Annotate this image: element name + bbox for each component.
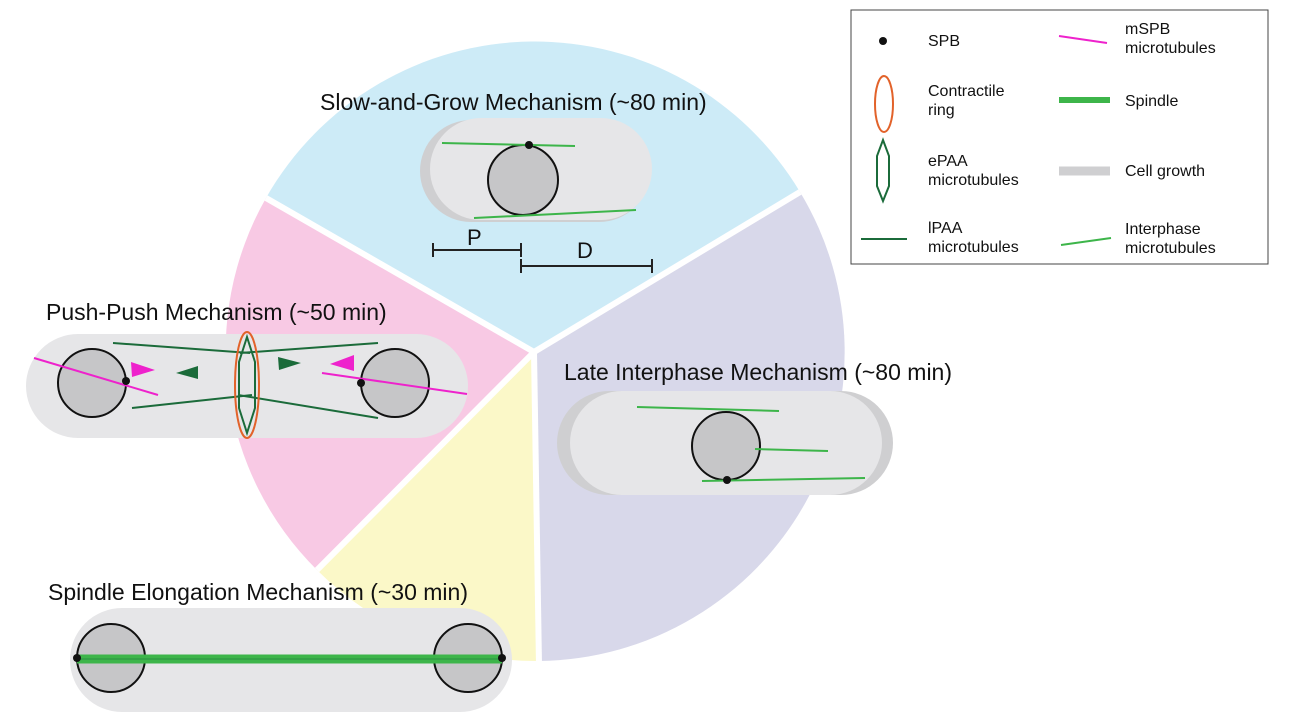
interphase-microtubule [441, 142, 576, 147]
legend-epaa-symbol [876, 137, 890, 204]
epaa-microtubules [238, 333, 256, 437]
legend-interphase-label: Interphase [1125, 221, 1201, 238]
legend-interphase-label-2: microtubules [1125, 240, 1216, 257]
push-push-cell [26, 331, 468, 439]
sector-dividers [264, 189, 802, 666]
cell-body [26, 334, 468, 438]
spindle-elongation-title: Spindle Elongation Mechanism (~30 min) [48, 579, 468, 605]
interphase-microtubule [754, 448, 829, 452]
slow-and-grow-title: Slow-and-Grow Mechanism (~80 min) [320, 89, 707, 115]
push-push-title: Push-Push Mechanism (~50 min) [46, 299, 387, 325]
spb-dot [525, 141, 533, 149]
mspb-microtubule [33, 357, 159, 396]
legend-contractile-ring-symbol [874, 75, 894, 133]
legend-epaa-label: ePAA [928, 153, 968, 170]
late-interphase-title: Late Interphase Mechanism (~80 min) [564, 359, 952, 385]
spb-dot [357, 379, 365, 387]
legend-interphase-symbol [1060, 237, 1112, 246]
mspb-microtubule [321, 372, 468, 395]
pd-scale [432, 243, 653, 273]
interphase-microtubule [473, 209, 637, 219]
slow-and-grow-cell [420, 118, 652, 222]
late-interphase-cell [557, 391, 893, 495]
legend-mspb-label: mSPB [1125, 21, 1170, 38]
push-arrow-green [278, 357, 301, 370]
legend-lpaa-label: lPAA [928, 220, 963, 237]
interphase-microtubule [636, 406, 780, 412]
legend-mspb-symbol [1058, 35, 1108, 44]
legend-cell-growth-label: Cell growth [1125, 163, 1205, 180]
nucleus [487, 144, 559, 216]
legend-contractile-ring-label-2: ring [928, 102, 955, 119]
lpaa-microtubules [112, 342, 379, 419]
legend-spindle-label: Spindle [1125, 93, 1178, 110]
nucleus [691, 411, 761, 481]
spindle-elongation-cell [70, 608, 512, 712]
spb-dot [122, 377, 130, 385]
legend-mspb-label-2: microtubules [1125, 40, 1216, 57]
legend-spb-symbol [879, 37, 887, 45]
push-arrow-green [176, 366, 198, 379]
legend-contractile-ring-label: Contractile [928, 83, 1005, 100]
spb-dot [73, 654, 81, 662]
spb-dot [498, 654, 506, 662]
p-label: P [467, 225, 482, 250]
contractile-ring [234, 331, 260, 439]
legend-epaa-label-2: microtubules [928, 172, 1019, 189]
push-arrow-magenta [131, 362, 155, 377]
push-arrow-magenta [330, 355, 354, 371]
legend-spb-label: SPB [928, 33, 960, 50]
legend: SPB Contractile ring ePAA microtubules l… [850, 9, 1269, 265]
spb-dot [723, 476, 731, 484]
sector-spindle-elongation [317, 352, 539, 662]
legend-box [850, 9, 1269, 265]
legend-lpaa-label-2: microtubules [928, 239, 1019, 256]
d-label: D [577, 238, 593, 263]
